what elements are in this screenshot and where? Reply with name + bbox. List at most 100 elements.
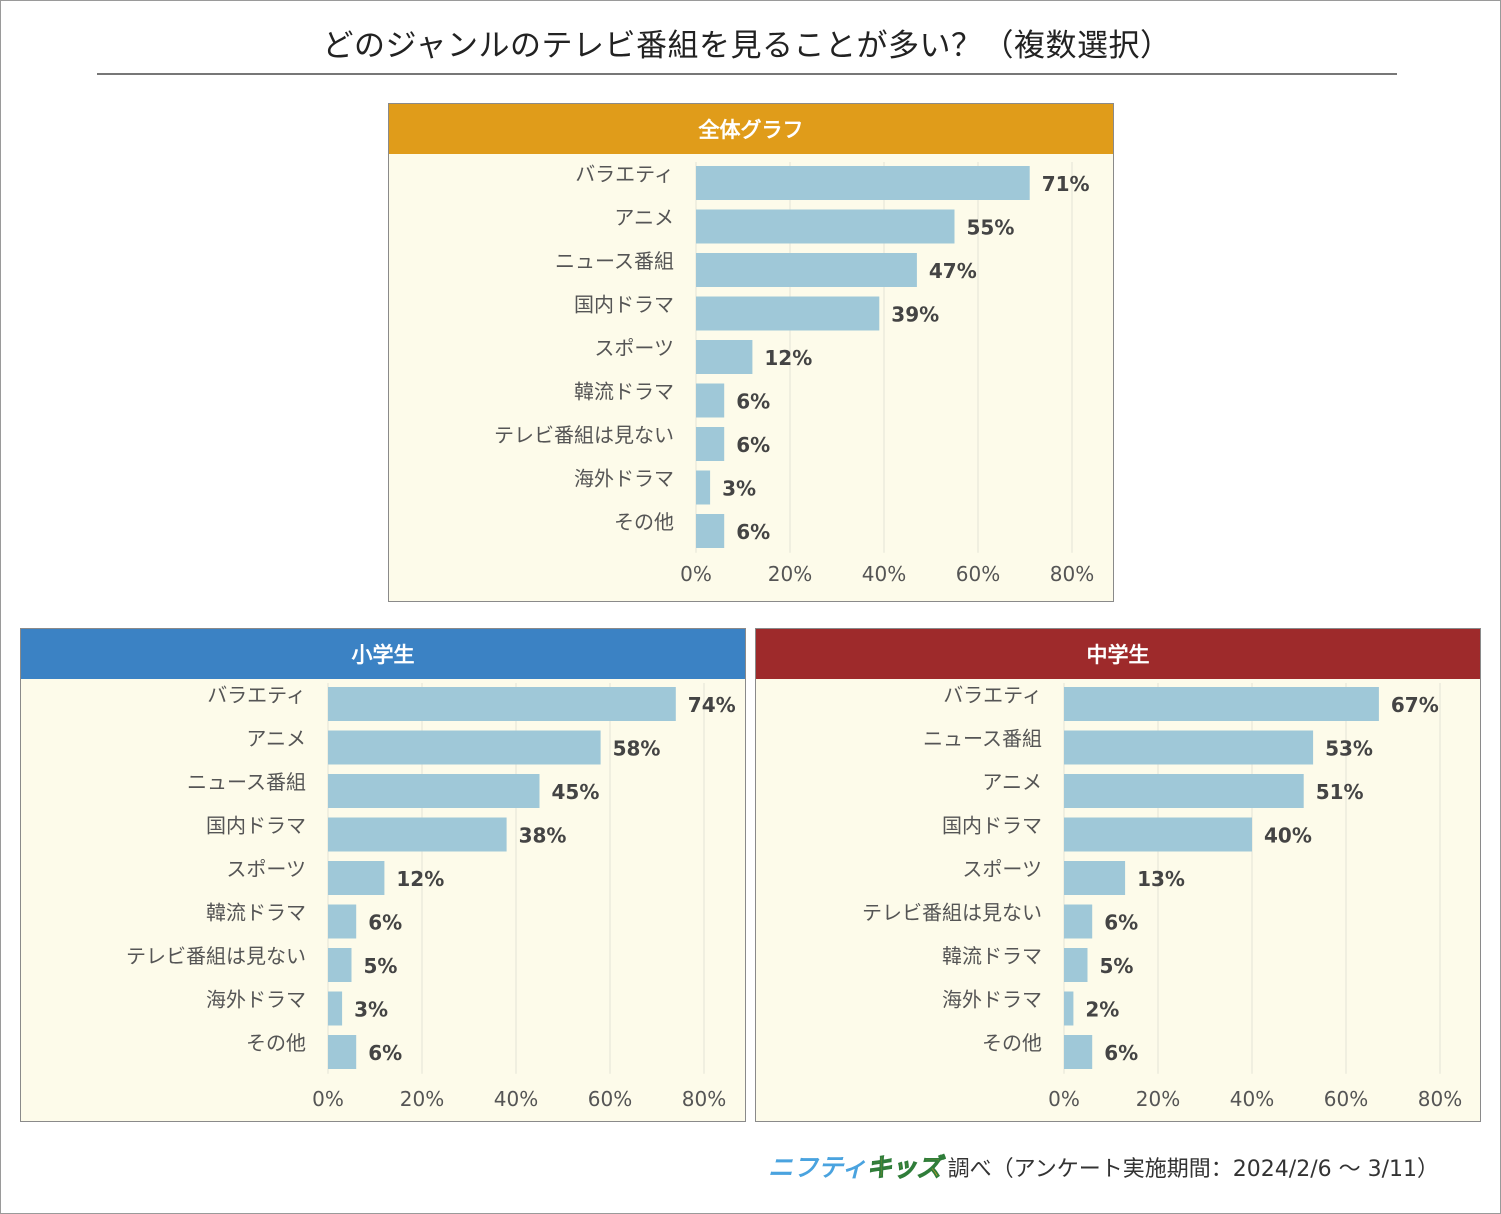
bar-chart-elementary: 0% 20% 40% 60% 80% バラエティ 74% アニメ 58% ニュース番組 45% 国内ド…	[126, 683, 736, 1111]
value-label: 6%	[736, 390, 770, 414]
category-label: スポーツ	[962, 857, 1042, 881]
chart-title-overall: 全体グラフ	[389, 104, 1113, 154]
category-label: バラエティ	[207, 683, 306, 707]
bar	[1064, 817, 1252, 852]
category-label: 海外ドラマ	[574, 467, 674, 491]
logo-text-nifty: ニフティ	[768, 1153, 867, 1182]
value-label: 51%	[1316, 780, 1364, 804]
category-label: その他	[614, 510, 674, 534]
value-label: 6%	[1104, 1041, 1138, 1065]
value-label: 12%	[764, 346, 812, 370]
value-label: 2%	[1085, 998, 1119, 1022]
bar	[1064, 1035, 1093, 1069]
x-tick-label: 60%	[1324, 1087, 1368, 1111]
x-tick-label: 40%	[1230, 1087, 1274, 1111]
bar	[328, 991, 343, 1026]
value-label: 74%	[688, 693, 736, 717]
category-label: バラエティ	[943, 683, 1042, 707]
category-label: アニメ	[614, 206, 674, 230]
value-label: 6%	[736, 433, 770, 457]
category-label: テレビ番組は見ない	[862, 901, 1042, 925]
title-divider	[97, 73, 1397, 75]
value-label: 40%	[1264, 824, 1312, 848]
value-label: 6%	[736, 520, 770, 544]
category-label: 海外ドラマ	[942, 988, 1042, 1012]
bar	[1064, 861, 1126, 895]
value-label: 6%	[368, 911, 402, 935]
x-tick-label: 20%	[400, 1087, 444, 1111]
niftykids-logo: ニフティキッズ	[768, 1148, 942, 1184]
category-label: スポーツ	[226, 857, 306, 881]
category-label: テレビ番組は見ない	[126, 944, 306, 968]
category-label: 国内ドラマ	[206, 814, 306, 838]
value-label: 5%	[364, 954, 398, 978]
value-label: 55%	[967, 216, 1015, 240]
chart-title-elementary: 小学生	[21, 629, 745, 679]
bar	[1064, 687, 1379, 721]
value-label: 3%	[722, 477, 756, 501]
x-tick-label: 40%	[494, 1087, 538, 1111]
x-tick-label: 80%	[1418, 1087, 1462, 1111]
value-label: 38%	[519, 824, 567, 848]
x-tick-label: 0%	[680, 562, 712, 586]
chart-title-junior-high: 中学生	[756, 629, 1480, 679]
bar	[696, 383, 725, 418]
bar	[696, 427, 725, 461]
chart-panel-overall: 全体グラフ 0% 20% 40% 60% 80% バラエティ 71% アニメ 55% ニュース番組…	[388, 103, 1114, 602]
bar	[696, 340, 753, 374]
bar	[328, 817, 507, 852]
category-label: テレビ番組は見ない	[494, 423, 674, 447]
category-label: ニュース番組	[923, 727, 1042, 751]
bar	[1064, 730, 1314, 765]
bar	[696, 296, 880, 331]
category-label: スポーツ	[594, 336, 674, 360]
value-label: 6%	[368, 1041, 402, 1065]
bar	[696, 253, 917, 287]
category-label: 国内ドラマ	[942, 814, 1042, 838]
category-label: 国内ドラマ	[574, 293, 674, 317]
x-tick-label: 40%	[862, 562, 906, 586]
category-label: バラエティ	[575, 162, 674, 186]
bar	[328, 861, 385, 895]
value-label: 47%	[929, 259, 977, 283]
bar	[1064, 774, 1304, 808]
bar	[328, 730, 601, 765]
survey-period-text: 調べ（アンケート実施期間：2024/2/6 ～ 3/11）	[947, 1157, 1439, 1182]
category-label: ニュース番組	[187, 770, 306, 794]
logo-text-kids: キッズ	[866, 1153, 942, 1183]
source-credit: ニフティキッズ 調べ（アンケート実施期間：2024/2/6 ～ 3/11）	[768, 1148, 1439, 1184]
value-label: 67%	[1391, 693, 1439, 717]
category-label: 韓流ドラマ	[942, 944, 1042, 968]
bar	[1064, 904, 1093, 939]
value-label: 13%	[1137, 867, 1185, 891]
category-label: 韓流ドラマ	[206, 901, 306, 925]
bar	[1064, 991, 1074, 1026]
bar	[328, 687, 676, 721]
bar	[328, 948, 352, 982]
bar-chart-overall: 0% 20% 40% 60% 80% バラエティ 71% アニメ 55% ニュース番組 47% 国内ド…	[494, 162, 1094, 586]
value-label: 53%	[1325, 737, 1373, 761]
x-tick-label: 80%	[682, 1087, 726, 1111]
category-label: アニメ	[982, 770, 1042, 794]
category-label: アニメ	[246, 727, 306, 751]
chart-panel-junior-high: 中学生 0% 20% 40% 60% 80% バラエティ 67% ニュース番組 53% アニメ 51…	[755, 628, 1481, 1122]
value-label: 39%	[891, 303, 939, 327]
x-tick-label: 0%	[312, 1087, 344, 1111]
bar	[696, 209, 955, 244]
category-label: ニュース番組	[555, 249, 674, 273]
x-tick-label: 20%	[1136, 1087, 1180, 1111]
bar	[328, 774, 540, 808]
bar	[328, 1035, 357, 1069]
chart-panel-elementary: 小学生 0% 20% 40% 60% 80% バラエティ 74% アニメ 58% ニュース番組 45…	[20, 628, 746, 1122]
category-label: その他	[982, 1031, 1042, 1055]
category-label: 韓流ドラマ	[574, 380, 674, 404]
bar	[696, 470, 711, 505]
category-label: 海外ドラマ	[206, 988, 306, 1012]
value-label: 71%	[1042, 172, 1090, 196]
bar	[328, 904, 357, 939]
main-title: どのジャンルのテレビ番組を見ることが多い？（複数選択）	[322, 28, 1172, 64]
x-tick-label: 0%	[1048, 1087, 1080, 1111]
x-tick-label: 60%	[956, 562, 1000, 586]
bar-chart-junior-high: 0% 20% 40% 60% 80% バラエティ 67% ニュース番組 53% アニメ 51% 国内ド…	[862, 683, 1462, 1111]
value-label: 12%	[396, 867, 444, 891]
